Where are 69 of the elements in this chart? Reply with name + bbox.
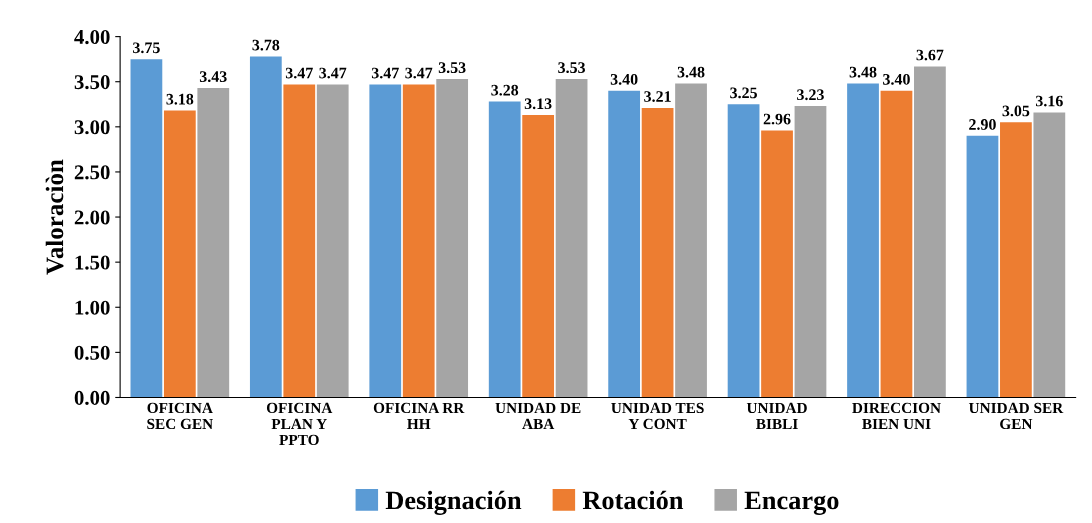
y-axis-title: Valoraciòn	[45, 159, 64, 275]
bar	[1000, 122, 1032, 398]
data-label: 3.21	[644, 91, 671, 102]
bar	[316, 84, 349, 398]
legend-label: Rotación	[582, 490, 684, 510]
bar	[880, 90, 913, 398]
y-tick-label: 2.50	[74, 165, 110, 180]
bar	[130, 59, 163, 398]
x-tick-label: OFICINA SEC GEN	[147, 402, 213, 430]
data-label: 2.90	[969, 119, 996, 130]
y-tick-label: 2.00	[74, 210, 110, 225]
data-label: 3.75	[133, 42, 160, 54]
data-label: 3.13	[524, 98, 552, 110]
y-tick-label: 0.50	[74, 345, 110, 360]
x-tick-label: OFICINA RR HH	[373, 402, 465, 429]
data-label: 3.43	[199, 71, 227, 83]
data-label: 3.05	[1002, 105, 1030, 117]
bar	[163, 110, 196, 398]
bar	[522, 115, 555, 398]
bar	[249, 56, 282, 398]
bar	[727, 104, 760, 398]
data-label: 3.47	[319, 67, 347, 79]
y-tick-label: 1.50	[75, 255, 110, 270]
data-label: 3.53	[558, 62, 586, 74]
data-label: 3.28	[491, 84, 519, 96]
data-label: 3.47	[371, 67, 399, 79]
data-label: 3.48	[849, 66, 877, 78]
data-label: 2.96	[763, 113, 791, 125]
legend-label: Designación	[385, 490, 522, 515]
bar	[847, 83, 879, 398]
bar	[794, 106, 827, 398]
data-label: 3.23	[797, 89, 824, 101]
data-label: 3.40	[610, 73, 638, 85]
bar	[641, 107, 674, 398]
y-tick-label: 4.00	[74, 29, 110, 45]
bar	[369, 84, 402, 398]
y-tick-label: 1.00	[75, 300, 110, 315]
bar	[436, 79, 469, 398]
x-tick-label: UNIDAD TES Y CONT	[611, 402, 704, 430]
x-tick-label: DIRECCION BIEN UNI	[852, 402, 941, 430]
bar	[402, 84, 435, 398]
bar	[283, 84, 316, 398]
data-label: 3.47	[405, 67, 433, 79]
data-label: 3.53	[438, 62, 466, 74]
bar	[966, 135, 999, 398]
x-tick-label: OFICINA PLAN Y PPTO	[266, 402, 333, 446]
bar	[761, 130, 793, 398]
bar	[488, 101, 521, 398]
data-label: 3.25	[730, 87, 757, 99]
data-label: 3.78	[252, 39, 280, 51]
data-label: 3.48	[677, 66, 705, 78]
data-label: 3.67	[916, 49, 944, 61]
x-tick-label: UNIDAD SER GEN	[968, 402, 1064, 430]
bar	[608, 90, 641, 398]
bar	[675, 83, 707, 398]
y-tick-label: 3.00	[74, 120, 110, 135]
bar	[555, 79, 588, 398]
bar	[197, 88, 230, 398]
bar	[914, 66, 946, 398]
legend-label: Encargo	[744, 491, 839, 515]
data-label: 3.40	[883, 73, 910, 85]
y-tick-label: 0.00	[74, 390, 110, 405]
bar	[1033, 112, 1066, 398]
x-tick-label: UNIDAD BIBLI	[746, 402, 807, 429]
y-tick-label: 3.50	[74, 75, 110, 90]
x-tick-label: UNIDAD DE ABA	[495, 402, 581, 429]
data-label: 3.16	[1035, 95, 1063, 107]
data-label: 3.18	[166, 93, 194, 105]
data-label: 3.47	[285, 67, 313, 79]
